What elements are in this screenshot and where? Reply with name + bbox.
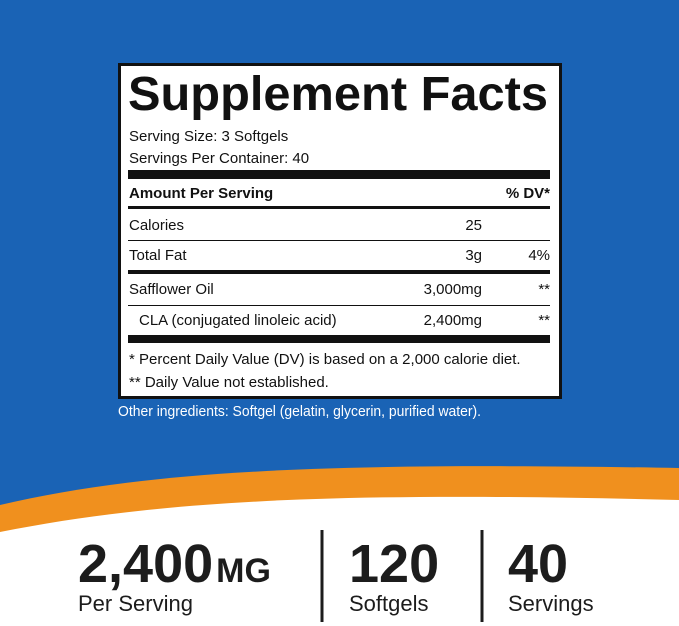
row-dv: ** [538, 281, 550, 298]
stat-caption: Softgels [349, 591, 429, 616]
row-amount: 2,400mg [424, 312, 482, 329]
rule [128, 335, 550, 343]
label-title: Supplement Facts [128, 68, 548, 121]
row-amount: 25 [465, 217, 482, 234]
white-area [0, 496, 679, 626]
row-dv: ** [538, 312, 550, 329]
dv-header: % DV* [506, 185, 550, 202]
rule [128, 270, 550, 274]
stat-value: 2,400MG [78, 534, 271, 594]
stat-caption: Per Serving [78, 591, 193, 616]
stat-unit: MG [216, 552, 271, 590]
rule [128, 305, 550, 306]
other-ingredients: Other ingredients: Softgel (gelatin, gly… [118, 403, 481, 420]
stat-caption: Servings [508, 591, 594, 616]
footnote: ** Daily Value not established. [129, 374, 329, 391]
row-dv: 4% [528, 247, 550, 264]
stats: 2,400MG Per Serving 120 Softgels 40 Serv… [78, 530, 594, 622]
row-amount: 3,000mg [424, 281, 482, 298]
row-name: Calories [129, 217, 184, 234]
facts-label: Supplement Facts Serving Size: 3 Softgel… [118, 63, 562, 399]
rule [128, 240, 550, 241]
serving-size: Serving Size: 3 Softgels [129, 128, 288, 145]
footnote: * Percent Daily Value (DV) is based on a… [129, 351, 521, 368]
row-name: Safflower Oil [129, 281, 214, 298]
stat-number: 2,400 [78, 534, 213, 594]
rule [128, 170, 550, 179]
stat-value: 40 [508, 534, 568, 594]
servings-per-container: Servings Per Container: 40 [129, 150, 309, 167]
amount-header: Amount Per Serving [129, 185, 273, 202]
rule [128, 206, 550, 209]
row-name: Total Fat [129, 247, 187, 264]
stat-value: 120 [349, 534, 439, 594]
row-amount: 3g [465, 247, 482, 264]
row-name: CLA (conjugated linoleic acid) [139, 312, 337, 329]
